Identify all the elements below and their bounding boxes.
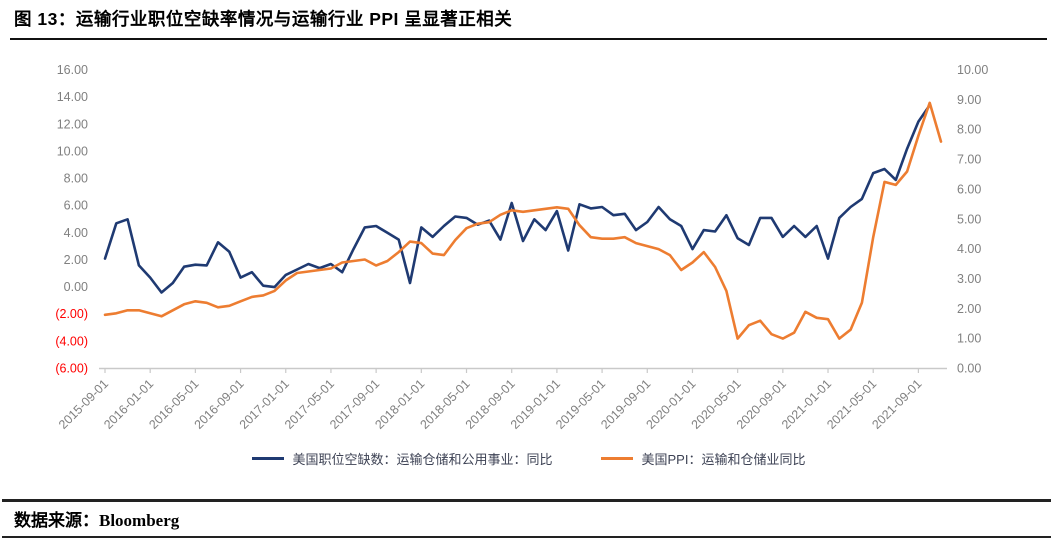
y-axis-label-right: 10.00	[957, 63, 988, 77]
y-axis-label-right: 3.00	[957, 272, 981, 286]
data-source-bar: 数据来源：Bloomberg	[2, 499, 1051, 538]
legend-item-job-openings: 美国职位空缺数：运输仓储和公用事业：同比	[251, 449, 553, 468]
orange-line-swatch-icon	[600, 456, 633, 460]
y-axis-label-right: 7.00	[957, 153, 981, 167]
y-axis-label-left: (2.00)	[55, 307, 88, 321]
chart-legend: 美国职位空缺数：运输仓储和公用事业：同比 美国PPI：运输和仓储业同比	[0, 446, 1057, 470]
y-axis-label-right: 5.00	[957, 212, 981, 226]
y-axis-label-right: 9.00	[957, 93, 981, 107]
figure-title-bar: 图 13：运输行业职位空缺率情况与运输行业 PPI 呈显著正相关	[10, 4, 1047, 40]
y-axis-label-left: 16.00	[57, 63, 88, 77]
y-axis-label-right: 1.00	[957, 332, 981, 346]
line-chart: 2015-09-012016-01-012016-05-012016-09-01…	[55, 63, 988, 432]
y-axis-label-right: 6.00	[957, 182, 981, 196]
y-axis-label-left: 6.00	[64, 199, 88, 213]
y-axis-label-left: 10.00	[57, 144, 88, 158]
series-line-job-openings	[103, 104, 932, 294]
y-axis-label-right: 0.00	[957, 362, 981, 376]
y-axis-label-left: 2.00	[64, 253, 88, 267]
y-axis-label-left: 0.00	[64, 280, 88, 294]
series-line-ppi	[103, 101, 943, 340]
blue-line-swatch-icon	[251, 456, 284, 460]
figure-title: 图 13：运输行业职位空缺率情况与运输行业 PPI 呈显著正相关	[14, 9, 513, 29]
y-axis-label-left: (6.00)	[55, 362, 88, 376]
y-axis-label-left: 8.00	[64, 172, 88, 186]
data-source-label: 数据来源：Bloomberg	[14, 511, 180, 530]
y-axis-label-left: 14.00	[57, 90, 88, 104]
legend-label-ppi: 美国PPI：运输和仓储业同比	[641, 451, 806, 467]
y-axis-label-right: 2.00	[957, 302, 981, 316]
y-axis-label-right: 8.00	[957, 123, 981, 137]
legend-item-ppi: 美国PPI：运输和仓储业同比	[600, 449, 806, 468]
y-axis-label-left: 12.00	[57, 117, 88, 131]
y-axis-label-left: (4.00)	[55, 334, 88, 348]
legend-label-job-openings: 美国职位空缺数：运输仓储和公用事业：同比	[292, 451, 553, 467]
y-axis-label-right: 4.00	[957, 242, 981, 256]
y-axis-label-left: 4.00	[64, 226, 88, 240]
